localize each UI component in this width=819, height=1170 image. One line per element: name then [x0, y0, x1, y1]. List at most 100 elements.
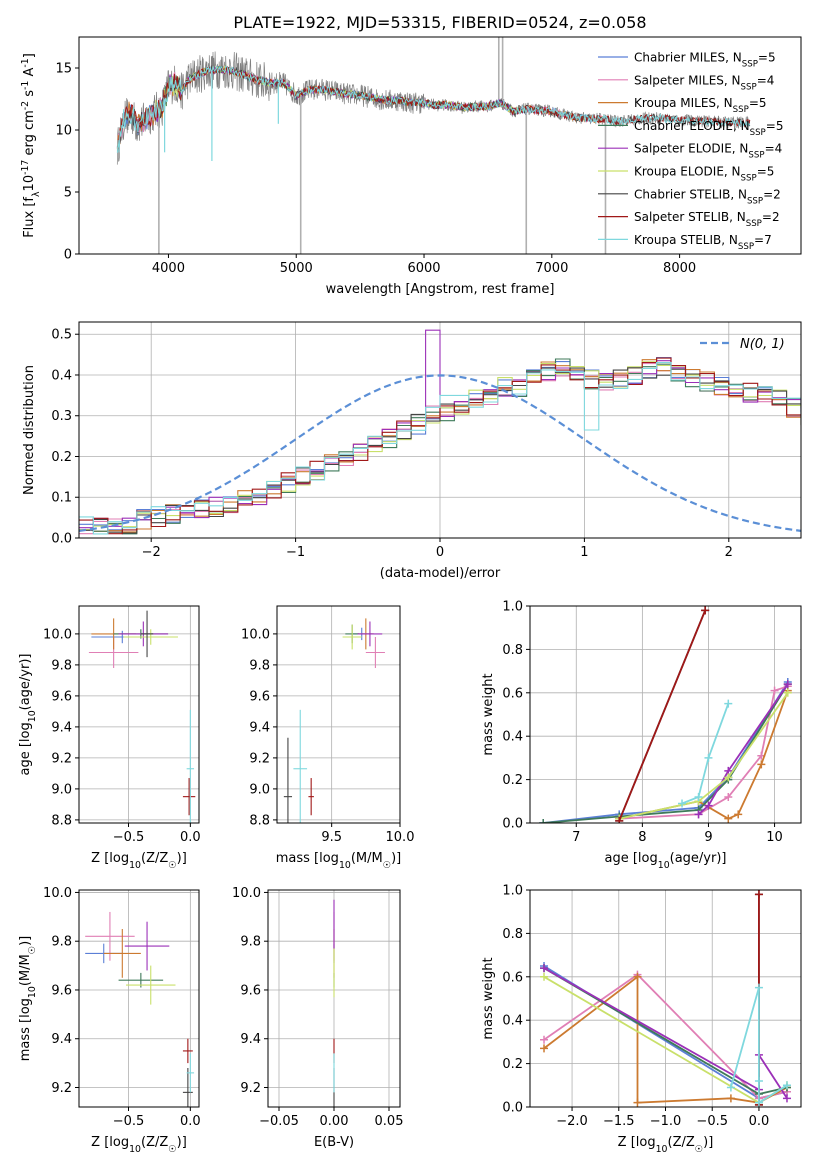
x-tick-label: −1.0 [650, 1114, 682, 1129]
histogram-kroupa-stelib [79, 361, 801, 535]
axes-frame [78, 605, 200, 824]
weight-marker [633, 972, 642, 981]
x-axis-label: Z [log10(Z/Z☉)] [618, 1135, 714, 1155]
weight-marker [726, 1094, 735, 1103]
y-tick-label: 9.0 [51, 782, 72, 797]
y-tick-label: 0.6 [502, 686, 523, 701]
weight-marker [704, 801, 713, 810]
weight-marker [540, 1044, 549, 1053]
y-tick-label: 9.8 [249, 658, 270, 673]
legend-label: Kroupa MILES, NSSP=5 [634, 96, 767, 115]
weight-marker [754, 983, 763, 992]
y-axis-label: Normed distribution [22, 365, 37, 495]
x-tick-label: 10 [766, 830, 783, 845]
errorbar-salpeter-stelib [308, 778, 314, 816]
legend-label: Salpeter MILES, NSSP=4 [634, 73, 774, 92]
axes-frame [78, 36, 802, 255]
weight-line-salpeter-stelib [618, 609, 707, 822]
y-axis-label: mass weight [481, 957, 496, 1039]
x-axis-label: Z [log10(Z/Z☉)] [91, 1135, 187, 1155]
errorbar-chabrier-stelib [140, 610, 154, 658]
x-tick-label: 10.0 [386, 830, 415, 845]
x-tick-label: 0 [436, 545, 444, 560]
x-tick-label: 7000 [535, 261, 568, 276]
weight-marker [783, 680, 792, 689]
y-tick-label: 10.0 [232, 886, 261, 901]
x-tick-label: 9 [704, 830, 712, 845]
plot-area-age_vs_Z [88, 610, 196, 823]
errorbar-kroupa-stelib [186, 709, 195, 823]
axes-age_vs_Z: −0.5 0.0 8.8 9.0 9.2 9.4 9.6 9.8 10.0 Z [log10(Z/… [18, 605, 201, 871]
weight-marker [726, 1083, 735, 1092]
y-tick-label: 0.2 [502, 1057, 523, 1072]
weight-marker [724, 814, 733, 823]
x-axis-label: Z [log10(Z/Z☉)] [91, 851, 187, 871]
x-tick-label: −0.5 [113, 830, 145, 845]
y-tick-label: 0.0 [502, 817, 523, 832]
y-tick-label: 0.3 [51, 409, 72, 424]
x-tick-label: 5000 [280, 261, 313, 276]
legend-label: Chabrier ELODIE, NSSP=5 [634, 119, 783, 138]
spectrum-legend: Chabrier MILES, NSSP=5 Salpeter MILES, NS… [598, 51, 783, 252]
y-tick-label: 0.1 [51, 491, 72, 506]
plot-area-spectrum [116, 37, 751, 254]
x-tick-label: −1.5 [603, 1114, 635, 1129]
y-tick-label: 9.4 [240, 1032, 261, 1047]
x-tick-label: 1 [580, 545, 588, 560]
y-tick-label: 0.0 [502, 1101, 523, 1116]
y-tick-label: 0.5 [51, 328, 72, 343]
errorbar-salpeter-miles [85, 911, 135, 961]
axes-mass_vs_ebv: −0.05 0.00 0.05 9.2 9.4 9.6 9.8 10.0 E(B-V) [232, 886, 403, 1150]
errorbar-kroupa-elodie [342, 624, 362, 650]
errorbar-salpeter-stelib [182, 1038, 193, 1064]
errorbar-salpeter-elodie [124, 921, 170, 971]
weight-marker [678, 799, 687, 808]
axes-age_vs_mass: 9.5 10.0 8.8 9.0 9.2 9.4 9.6 9.8 10.0 mass [log10… [241, 605, 415, 871]
x-tick-label: 8000 [663, 261, 696, 276]
y-tick-label: 9.0 [249, 782, 270, 797]
histogram-chabrier-stelib [79, 367, 801, 534]
y-tick-label: 0.4 [502, 730, 523, 745]
axes-weight_vs_Z: −2.0 −1.5 −1.0 −0.5 0.0 0.0 0.2 0.4 0.6 0.8 1.0 Z [… [481, 884, 802, 1155]
plot-area-mass_vs_Z [85, 911, 195, 1107]
weight-marker [724, 699, 733, 708]
legend-label: Salpeter STELIB, NSSP=2 [634, 210, 780, 229]
weight-marker [724, 792, 733, 801]
axes-spectrum: 4000 5000 6000 7000 8000 0 5 10 15 wavelength [An… [20, 36, 802, 297]
y-axis-label: Flux [fλ10-17 erg cm-2 s-1 A-1] [20, 53, 42, 238]
y-tick-label: 1.0 [502, 600, 523, 615]
legend-label: Kroupa STELIB, NSSP=7 [634, 233, 772, 252]
legend-label: Salpeter ELODIE, NSSP=4 [634, 142, 782, 161]
histogram-salpeter-stelib [79, 357, 801, 535]
errorbar-kroupa-stelib [186, 1053, 195, 1093]
weight-marker [757, 760, 766, 769]
weight-marker [754, 1098, 763, 1107]
y-axis-label: mass weight [481, 673, 496, 755]
x-tick-label: −1 [286, 545, 305, 560]
y-tick-label: 8.8 [249, 813, 270, 828]
errorbar-kroupa-elodie [126, 965, 176, 1005]
weight-marker [540, 964, 549, 973]
plot-area-age_vs_mass [283, 618, 385, 823]
axes-mass_vs_Z: −0.5 0.0 9.2 9.4 9.6 9.8 10.0 Z [log10(Z/Z☉)] ma… [18, 886, 201, 1155]
y-tick-label: 10.0 [43, 886, 72, 901]
y-tick-label: 9.8 [51, 935, 72, 950]
y-tick-label: 0.4 [502, 1014, 523, 1029]
y-axis-label: mass [log10(M/M☉)] [18, 936, 38, 1062]
y-axis-label: age [log10(age/yr)] [18, 654, 38, 776]
y-tick-label: 9.6 [240, 983, 261, 998]
y-tick-label: 9.8 [240, 935, 261, 950]
y-tick-label: 0.2 [51, 450, 72, 465]
y-tick-label: 9.6 [249, 689, 270, 704]
x-tick-label: 7 [572, 830, 580, 845]
weight-marker [770, 686, 779, 695]
y-tick-label: 8.8 [51, 813, 72, 828]
weight-marker [782, 1094, 791, 1103]
weight-marker [783, 688, 792, 697]
y-tick-label: 9.4 [51, 1032, 72, 1047]
y-tick-label: 9.4 [51, 720, 72, 735]
axes-frame [78, 889, 200, 1108]
y-tick-label: 15 [55, 62, 72, 77]
y-tick-label: 9.2 [51, 751, 72, 766]
